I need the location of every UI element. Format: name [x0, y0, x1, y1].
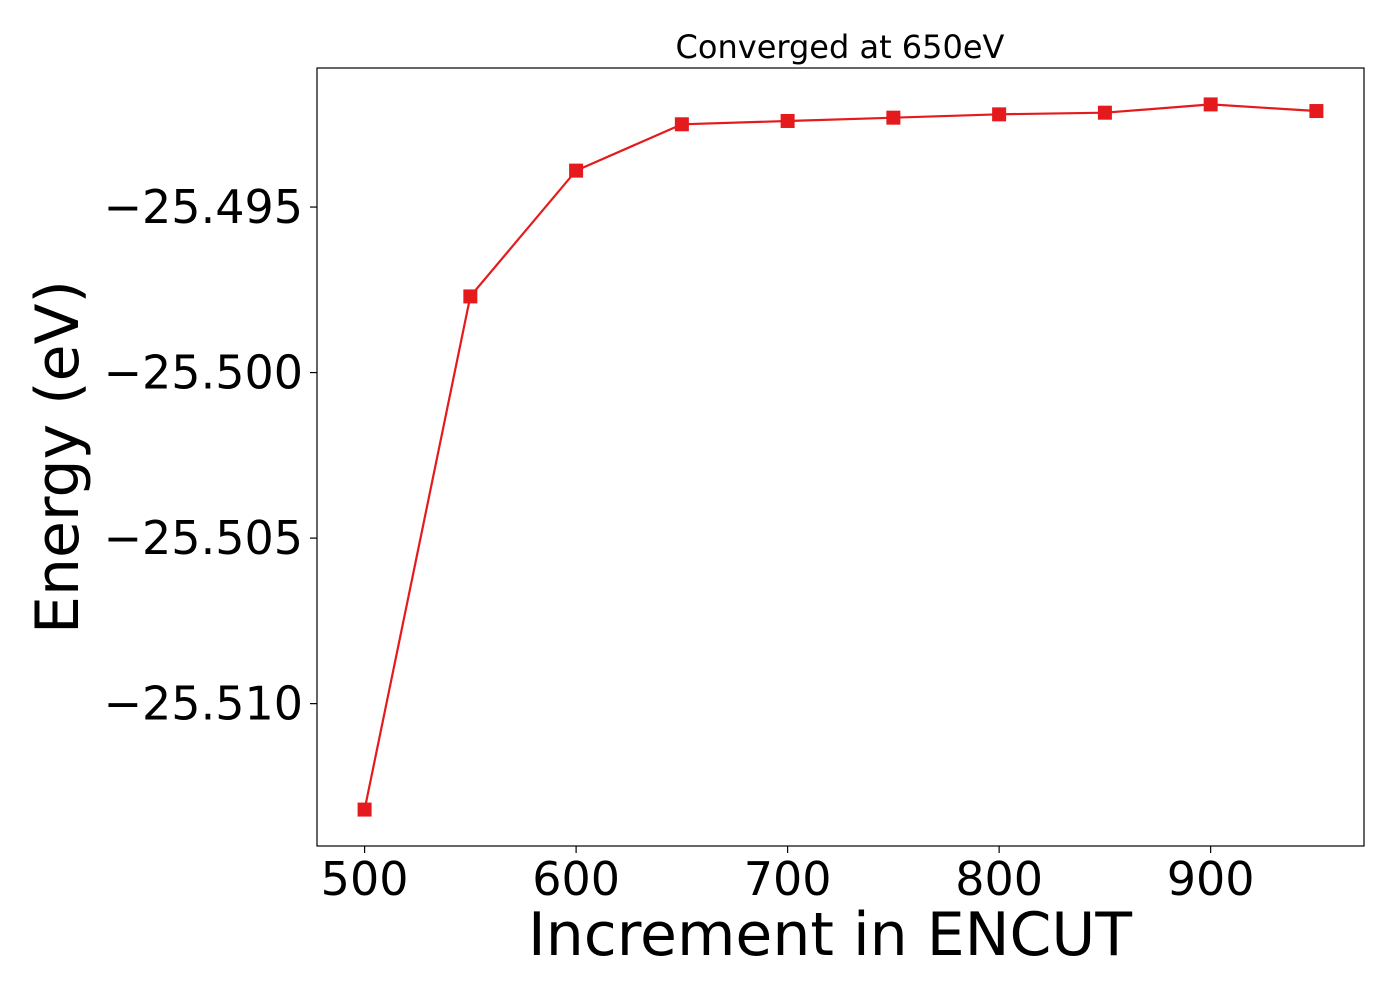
chart-title: Converged at 650eV	[676, 28, 1005, 66]
data-point-550	[463, 289, 478, 304]
data-point-500	[357, 802, 372, 817]
x-tick-label: 600	[532, 852, 620, 906]
data-point-950	[1309, 104, 1324, 119]
x-tick-label: 500	[321, 852, 409, 906]
data-point-700	[780, 113, 795, 128]
y-axis-label: Energy (eV)	[23, 280, 93, 634]
series-line	[363, 103, 1317, 810]
x-tick-label: 800	[955, 852, 1043, 906]
data-point-850	[1097, 105, 1112, 120]
data-point-800	[992, 107, 1007, 122]
x-tick-label: 900	[1167, 852, 1255, 906]
data-point-900	[1203, 97, 1218, 112]
y-tick-label: −25.500	[104, 346, 304, 400]
x-tick-label: 700	[744, 852, 832, 906]
plot-area	[316, 67, 1365, 847]
y-tick-label: −25.505	[104, 511, 304, 565]
y-axis-ticks: −25.495 −25.500 −25.505 −25.510	[104, 180, 317, 731]
y-tick-label: −25.495	[104, 180, 304, 234]
x-axis-label: Increment in ENCUT	[528, 900, 1132, 970]
series-layer	[357, 97, 1324, 817]
x-axis-ticks: 500 600 700 800 900	[321, 846, 1255, 906]
y-tick-label: −25.510	[104, 677, 304, 731]
data-point-650	[674, 117, 689, 132]
data-point-750	[886, 110, 901, 125]
data-point-600	[569, 163, 584, 178]
